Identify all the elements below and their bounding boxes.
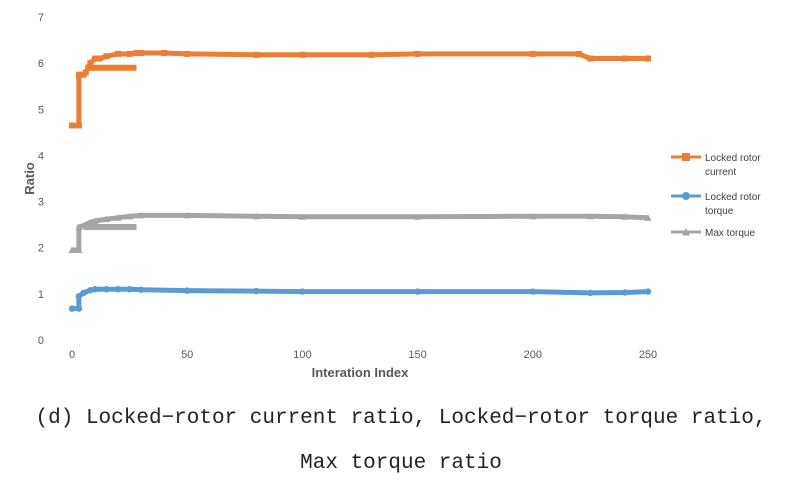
data-point	[75, 246, 83, 254]
chart: 0 1 2 3 4 5 6 7 0 50 100 150 200 250 Ratio Interatio…	[22, 12, 761, 380]
data-point	[414, 50, 421, 57]
series-band	[83, 223, 137, 230]
x-tick-label: 250	[639, 349, 657, 361]
data-point	[75, 305, 83, 312]
series-line	[72, 286, 649, 312]
data-point	[87, 60, 94, 67]
data-point	[103, 286, 110, 293]
series-band	[85, 64, 137, 71]
data-point	[575, 50, 582, 57]
data-point	[91, 286, 99, 293]
x-axis-title: Interation Index	[312, 365, 410, 380]
series-line	[72, 50, 648, 128]
data-point	[621, 55, 628, 62]
data-point	[133, 49, 140, 56]
data-point	[253, 287, 260, 295]
x-tick-label: 100	[293, 349, 311, 361]
y-tick-label: 5	[38, 104, 44, 116]
data-point	[645, 55, 651, 62]
data-point	[587, 55, 594, 62]
data-point	[75, 71, 82, 78]
data-point	[161, 49, 168, 56]
data-point	[368, 51, 375, 58]
data-point	[184, 287, 191, 294]
y-tick-label: 4	[38, 150, 44, 162]
legend-marker	[682, 153, 690, 161]
data-point	[299, 288, 306, 295]
data-point	[126, 50, 133, 57]
data-point	[80, 289, 87, 297]
series-locked-rotor-torque	[68, 286, 652, 312]
data-point	[253, 51, 260, 58]
legend-item: Locked rotor torque	[671, 192, 761, 217]
data-point	[252, 212, 260, 220]
legend-label: Locked rotor torque	[705, 192, 761, 217]
data-point	[114, 286, 122, 293]
series-line	[72, 212, 649, 253]
legend-label: Max torque	[705, 228, 755, 239]
x-axis-ticks: 0 50 100 150 200 250	[69, 349, 657, 361]
y-axis-ticks: 0 1 2 3 4 5 6 7	[38, 12, 44, 347]
y-tick-label: 2	[38, 243, 44, 255]
data-point	[96, 55, 103, 62]
data-point	[414, 213, 422, 220]
data-point	[298, 213, 306, 220]
data-point	[115, 50, 122, 57]
data-point	[103, 215, 111, 223]
y-tick-label: 3	[38, 197, 44, 209]
series-layer	[68, 49, 652, 312]
data-point	[137, 286, 145, 293]
data-point	[414, 288, 421, 295]
data-point	[75, 122, 82, 129]
series-max-torque	[68, 211, 652, 254]
data-point	[92, 55, 99, 62]
x-tick-label: 150	[408, 349, 426, 361]
data-point	[644, 288, 652, 295]
x-tick-label: 0	[69, 349, 75, 361]
data-point	[85, 64, 92, 71]
data-point	[68, 305, 76, 312]
x-tick-label: 50	[181, 349, 193, 361]
y-axis-title: Ratio	[22, 162, 37, 195]
data-point	[621, 213, 629, 220]
data-point	[68, 246, 76, 254]
data-point	[529, 288, 536, 295]
y-tick-label: 0	[38, 335, 44, 347]
legend-item: Max torque	[671, 228, 755, 239]
data-point	[69, 122, 75, 129]
data-point	[137, 211, 145, 219]
legend: Locked rotor current Locked rotor torque Max…	[671, 153, 761, 239]
data-point	[138, 49, 145, 56]
x-tick-label: 200	[524, 349, 542, 361]
data-point	[103, 53, 110, 60]
y-tick-label: 7	[38, 12, 44, 24]
legend-label: Locked rotor current	[705, 153, 761, 178]
figure-caption-line-1: (d) Locked−rotor current ratio, Locked−r…	[35, 407, 767, 430]
data-point	[621, 289, 629, 296]
data-point	[529, 212, 537, 220]
data-point	[529, 50, 536, 57]
data-point	[82, 69, 89, 76]
legend-item: Locked rotor current	[671, 153, 761, 178]
y-tick-label: 1	[38, 289, 44, 301]
data-point	[75, 292, 83, 300]
legend-marker	[682, 192, 690, 200]
data-point	[183, 211, 191, 219]
data-point	[126, 286, 133, 293]
legend-marker	[682, 228, 690, 236]
data-point	[126, 212, 134, 220]
figure-caption-line-2: Max torque ratio	[300, 452, 502, 475]
data-point	[644, 214, 652, 221]
data-point	[299, 51, 306, 58]
y-tick-label: 6	[38, 58, 44, 70]
data-point	[586, 212, 594, 220]
data-point	[80, 222, 88, 229]
data-point	[587, 289, 594, 297]
data-point	[114, 214, 122, 221]
series-locked-rotor-current	[69, 49, 651, 129]
data-point	[184, 50, 191, 57]
data-point	[91, 217, 99, 224]
